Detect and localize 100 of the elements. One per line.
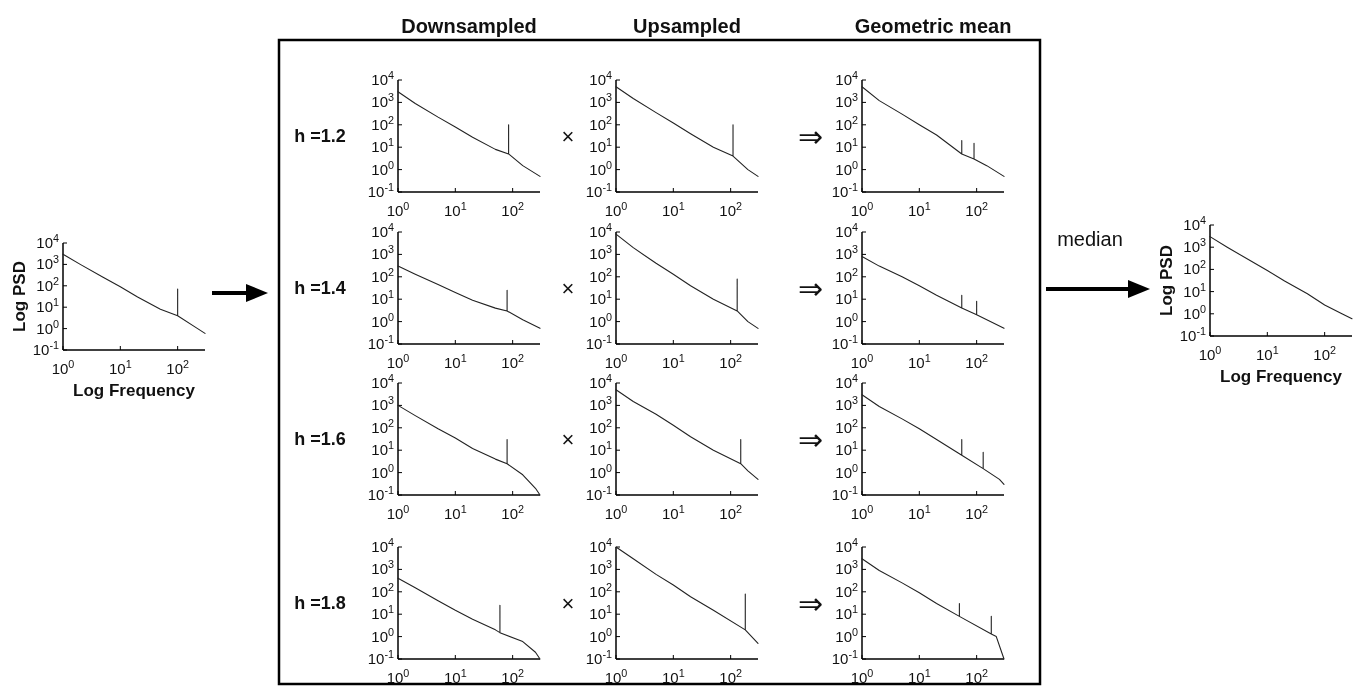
- y-tick-label: 10$^{0}$: [589, 625, 612, 645]
- text: ×: [561, 123, 575, 149]
- text: ⇒: [797, 271, 823, 305]
- y-tick-label: 10$^{3}$: [1183, 236, 1206, 256]
- text: ×: [561, 590, 575, 616]
- y-tick-label: 10$^{0}$: [371, 310, 394, 330]
- y-tick-label: 10$^{-1}$: [831, 484, 858, 503]
- x-tick-label: 10$^{2}$: [965, 503, 988, 522]
- y-tick-label: 10$^{3}$: [36, 253, 59, 273]
- y-tick-label: 10$^{3}$: [371, 243, 394, 263]
- text: h =1.6: [294, 429, 346, 450]
- y-tick-label: 10$^{4}$: [371, 372, 394, 391]
- y-tick-label: 10$^{-1}$: [831, 181, 858, 200]
- x-tick-label: 10$^{2}$: [501, 200, 524, 219]
- x-tick-label: 10$^{1}$: [443, 352, 467, 371]
- x-tick-label: 10$^{2}$: [501, 667, 524, 686]
- x-tick-label: 10$^{0}$: [386, 352, 410, 371]
- y-tick-label: 10$^{4}$: [589, 69, 612, 88]
- y-tick-label: 10$^{1}$: [835, 439, 858, 459]
- x-tick-label: 10$^{1}$: [443, 667, 467, 686]
- x-tick-label: 10$^{0}$: [604, 352, 628, 371]
- y-tick-label: 10$^{4}$: [371, 69, 394, 88]
- x-tick-label: 10$^{1}$: [661, 667, 685, 686]
- x-tick-label: 10$^{0}$: [850, 200, 874, 219]
- y-tick-label: 10$^{2}$: [835, 416, 858, 436]
- y-tick-label: 10$^{1}$: [371, 288, 394, 308]
- y-tick-label: 10$^{1}$: [835, 288, 858, 308]
- y-tick-label: 10$^{2}$: [835, 265, 858, 285]
- y-tick-label: 10$^{0}$: [371, 625, 394, 645]
- y-tick-label: 10$^{2}$: [589, 265, 612, 285]
- x-tick-label: 10$^{0}$: [51, 358, 75, 377]
- y-tick-label: 10$^{1}$: [36, 296, 59, 316]
- x-tick-label: 10$^{1}$: [443, 200, 467, 219]
- y-tick-label: 10$^{-1}$: [367, 484, 394, 503]
- x-tick-label: 10$^{0}$: [850, 352, 874, 371]
- y-tick-label: 10$^{1}$: [371, 439, 394, 459]
- y-tick-label: 10$^{3}$: [589, 394, 612, 414]
- x-tick-label: 10$^{1}$: [907, 503, 931, 522]
- x-tick-label: 10$^{2}$: [965, 200, 988, 219]
- x-tick-label: 10$^{2}$: [1313, 344, 1336, 363]
- y-tick-label: 10$^{2}$: [589, 113, 612, 133]
- y-tick-label: 10$^{2}$: [835, 580, 858, 600]
- y-tick-label: 10$^{-1}$: [585, 484, 612, 503]
- y-tick-label: 10$^{3}$: [589, 243, 612, 263]
- x-tick-label: 10$^{1}$: [907, 352, 931, 371]
- y-tick-label: 10$^{1}$: [1183, 280, 1206, 300]
- y-tick-label: 10$^{2}$: [36, 274, 59, 294]
- y-tick-label: 10$^{4}$: [589, 221, 612, 240]
- y-tick-label: 10$^{-1}$: [585, 181, 612, 200]
- y-tick-label: 10$^{3}$: [589, 91, 612, 111]
- x-tick-label: 10$^{1}$: [108, 358, 132, 377]
- text: ⇒: [797, 422, 823, 456]
- x-tick-label: 10$^{2}$: [719, 503, 742, 522]
- chart-title: Geometric mean: [854, 15, 1012, 37]
- y-tick-label: 10$^{-1}$: [367, 181, 394, 200]
- x-tick-label: 10$^{2}$: [719, 352, 742, 371]
- y-tick-label: 10$^{2}$: [589, 416, 612, 436]
- y-tick-label: 10$^{-1}$: [1179, 325, 1206, 344]
- text: ⇒: [797, 119, 823, 153]
- text: ×: [561, 426, 575, 452]
- y-tick-label: 10$^{0}$: [835, 625, 858, 645]
- x-tick-label: 10$^{0}$: [386, 200, 410, 219]
- x-tick-label: 10$^{2}$: [166, 358, 189, 377]
- y-tick-label: 10$^{4}$: [835, 221, 858, 240]
- y-tick-label: 10$^{4}$: [36, 232, 59, 251]
- y-tick-label: 10$^{3}$: [589, 558, 612, 578]
- y-tick-label: 10$^{-1}$: [367, 648, 394, 667]
- x-tick-label: 10$^{0}$: [604, 200, 628, 219]
- y-tick-label: 10$^{0}$: [1183, 302, 1206, 322]
- x-tick-label: 10$^{2}$: [719, 200, 742, 219]
- y-tick-label: 10$^{4}$: [835, 372, 858, 391]
- y-tick-label: 10$^{0}$: [835, 461, 858, 481]
- x-tick-label: 10$^{1}$: [1255, 344, 1279, 363]
- y-tick-label: 10$^{4}$: [835, 69, 858, 88]
- y-tick-label: 10$^{3}$: [835, 243, 858, 263]
- y-tick-label: 10$^{2}$: [371, 113, 394, 133]
- x-tick-label: 10$^{0}$: [850, 503, 874, 522]
- chart-title: Downsampled: [401, 15, 537, 37]
- y-tick-label: 10$^{1}$: [371, 603, 394, 623]
- y-tick-label: 10$^{0}$: [589, 158, 612, 178]
- text: h =1.8: [294, 593, 346, 614]
- x-tick-label: 10$^{0}$: [850, 667, 874, 686]
- text: h =1.4: [294, 278, 346, 299]
- x-tick-label: 10$^{1}$: [907, 200, 931, 219]
- y-tick-label: 10$^{-1}$: [32, 339, 59, 358]
- y-tick-label: 10$^{1}$: [835, 603, 858, 623]
- y-tick-label: 10$^{3}$: [371, 394, 394, 414]
- y-tick-label: 10$^{0}$: [835, 310, 858, 330]
- y-tick-label: 10$^{2}$: [1183, 258, 1206, 278]
- y-tick-label: 10$^{3}$: [835, 91, 858, 111]
- y-tick-label: 10$^{1}$: [835, 136, 858, 156]
- y-tick-label: 10$^{4}$: [589, 372, 612, 391]
- x-axis-title: Log Frequency: [1220, 367, 1343, 386]
- y-tick-label: 10$^{4}$: [589, 536, 612, 555]
- x-tick-label: 10$^{2}$: [501, 352, 524, 371]
- y-tick-label: 10$^{0}$: [36, 317, 59, 337]
- x-tick-label: 10$^{1}$: [443, 503, 467, 522]
- y-tick-label: 10$^{4}$: [371, 221, 394, 240]
- y-tick-label: 10$^{2}$: [835, 113, 858, 133]
- x-tick-label: 10$^{0}$: [1198, 344, 1222, 363]
